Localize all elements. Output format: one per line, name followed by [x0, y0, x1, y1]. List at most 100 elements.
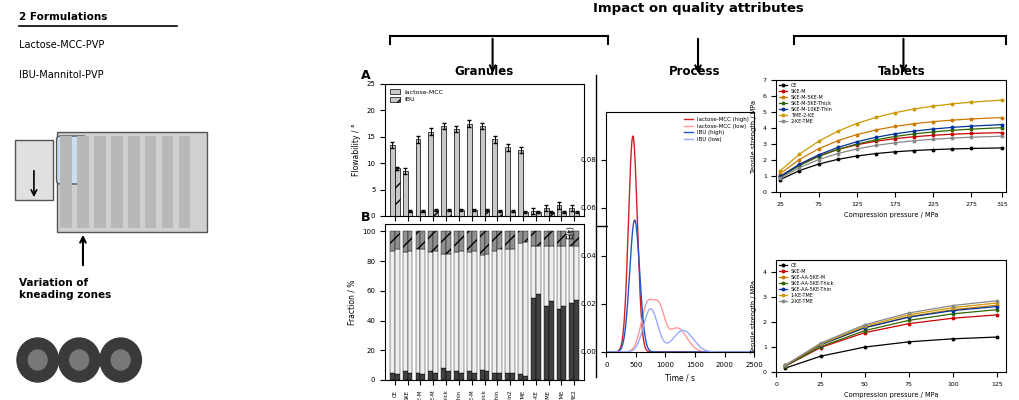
Bar: [433, 251, 438, 372]
SKE-M-5KE-Thick: [965, 127, 977, 132]
Line: lactose-MCC (low): lactose-MCC (low): [606, 299, 754, 352]
SKE-M-10KE-Thin: [812, 152, 824, 157]
Bar: [518, 243, 523, 374]
lactose-MCC (high): [699, 350, 711, 354]
IBU (high): [667, 350, 680, 354]
Bar: [428, 132, 433, 216]
Bar: [511, 372, 515, 380]
Circle shape: [29, 350, 47, 370]
IBU (low): [627, 348, 639, 353]
Bar: [570, 246, 575, 303]
SKE-M-5KE-Thick: [851, 142, 863, 146]
Bar: [416, 249, 421, 372]
SKE-M-10KE-Thin: [996, 122, 1008, 127]
SKE-M: [832, 147, 844, 152]
Y-axis label: Fraction / %: Fraction / %: [347, 279, 357, 325]
Line: IBU (low): IBU (low): [606, 309, 754, 352]
Bar: [484, 371, 489, 380]
CE: [927, 147, 940, 152]
Bar: [531, 211, 536, 216]
SKE-AA-5KE-Thin: [780, 363, 792, 368]
TME-2-KE: [889, 110, 901, 115]
SKE-AA-5KE-Thick: [903, 318, 915, 323]
Bar: [416, 372, 421, 380]
2-KE-TME: [996, 134, 1008, 139]
Bar: [575, 212, 579, 216]
CE: [908, 148, 920, 153]
X-axis label: Compression pressure / MPa: Compression pressure / MPa: [844, 392, 938, 398]
SKE-M-5KE-Thick: [927, 130, 940, 134]
CE: [832, 157, 844, 162]
2-KE-TME: [832, 151, 844, 156]
Bar: [492, 372, 497, 380]
Text: Tablets: Tablets: [877, 65, 925, 78]
2-KE-TME: [889, 140, 901, 145]
2-KE-TME: [870, 143, 882, 148]
CE: [812, 162, 824, 166]
2-KE-TME: [903, 311, 915, 316]
CE: [996, 146, 1008, 150]
2-KE-TME: [927, 137, 940, 142]
lactose-MCC (low): [667, 326, 680, 331]
Bar: [56, 132, 207, 232]
Bar: [428, 371, 433, 380]
Text: 2 Formulations: 2 Formulations: [18, 12, 107, 22]
lactose-MCC (high): [627, 134, 639, 138]
Bar: [544, 306, 548, 380]
SKE-M-5KE-Thick: [832, 147, 844, 152]
Line: SKE-AA-5KE-Thick: SKE-AA-5KE-Thick: [784, 308, 999, 367]
Bar: [459, 251, 464, 372]
SKE-AA-5KE-Thick: [990, 307, 1003, 312]
lactose-MCC (high): [688, 350, 700, 354]
Bar: [536, 246, 541, 294]
Bar: [536, 232, 541, 246]
CE: [946, 146, 958, 151]
TME-2-KE: [908, 106, 920, 111]
Line: SKE-M: SKE-M: [780, 131, 1003, 178]
Bar: [570, 303, 575, 380]
SKE-M: [780, 364, 792, 368]
SKE-M: [996, 130, 1008, 135]
SKE-AA-5KE-M: [814, 342, 826, 347]
Bar: [561, 246, 567, 306]
1-KE-TME: [990, 300, 1003, 305]
Text: A: A: [362, 69, 371, 82]
lactose-MCC (low): [688, 344, 700, 349]
2-KE-TME: [908, 138, 920, 143]
Bar: [421, 249, 425, 374]
SKE-M: [927, 133, 940, 138]
IBU (low): [688, 337, 700, 342]
2-KE-TME: [774, 176, 787, 180]
SKE-M-5KE-M: [851, 132, 863, 137]
SKE-M-5KE-M: [793, 157, 805, 162]
Text: Granules: Granules: [454, 65, 514, 78]
Bar: [467, 371, 472, 380]
Legend: CE, SKE-M, SKE-AA-5KE-M, SKE-AA-5KE-Thick, SKE-AA-5KE-Thin, 1-KE-TME, 2-KE-TME: CE, SKE-M, SKE-AA-5KE-M, SKE-AA-5KE-Thic…: [779, 262, 835, 304]
Bar: [394, 249, 399, 374]
SKE-M-5KE-Thick: [812, 154, 824, 159]
Text: IBU-Mannitol-PVP: IBU-Mannitol-PVP: [18, 70, 104, 80]
SKE-M-5KE-M: [927, 119, 940, 124]
1-KE-TME: [780, 363, 792, 368]
Bar: [484, 210, 489, 216]
Bar: [454, 232, 459, 252]
Bar: [179, 136, 191, 228]
IBU (high): [688, 350, 700, 354]
Circle shape: [100, 338, 142, 382]
SKE-AA-5KE-Thin: [903, 315, 915, 320]
SKE-M-10KE-Thin: [946, 125, 958, 130]
SKE-M: [814, 345, 826, 350]
lactose-MCC (low): [600, 350, 612, 354]
Bar: [433, 232, 438, 251]
SKE-M: [793, 162, 805, 167]
SKE-M-5KE-M: [946, 118, 958, 122]
Bar: [60, 136, 71, 228]
Bar: [505, 232, 511, 249]
SKE-M-5KE-M: [908, 121, 920, 126]
TME-2-KE: [812, 139, 824, 144]
Bar: [480, 232, 484, 255]
Bar: [408, 211, 413, 216]
Bar: [459, 210, 464, 216]
Bar: [403, 252, 408, 371]
Bar: [518, 374, 523, 380]
